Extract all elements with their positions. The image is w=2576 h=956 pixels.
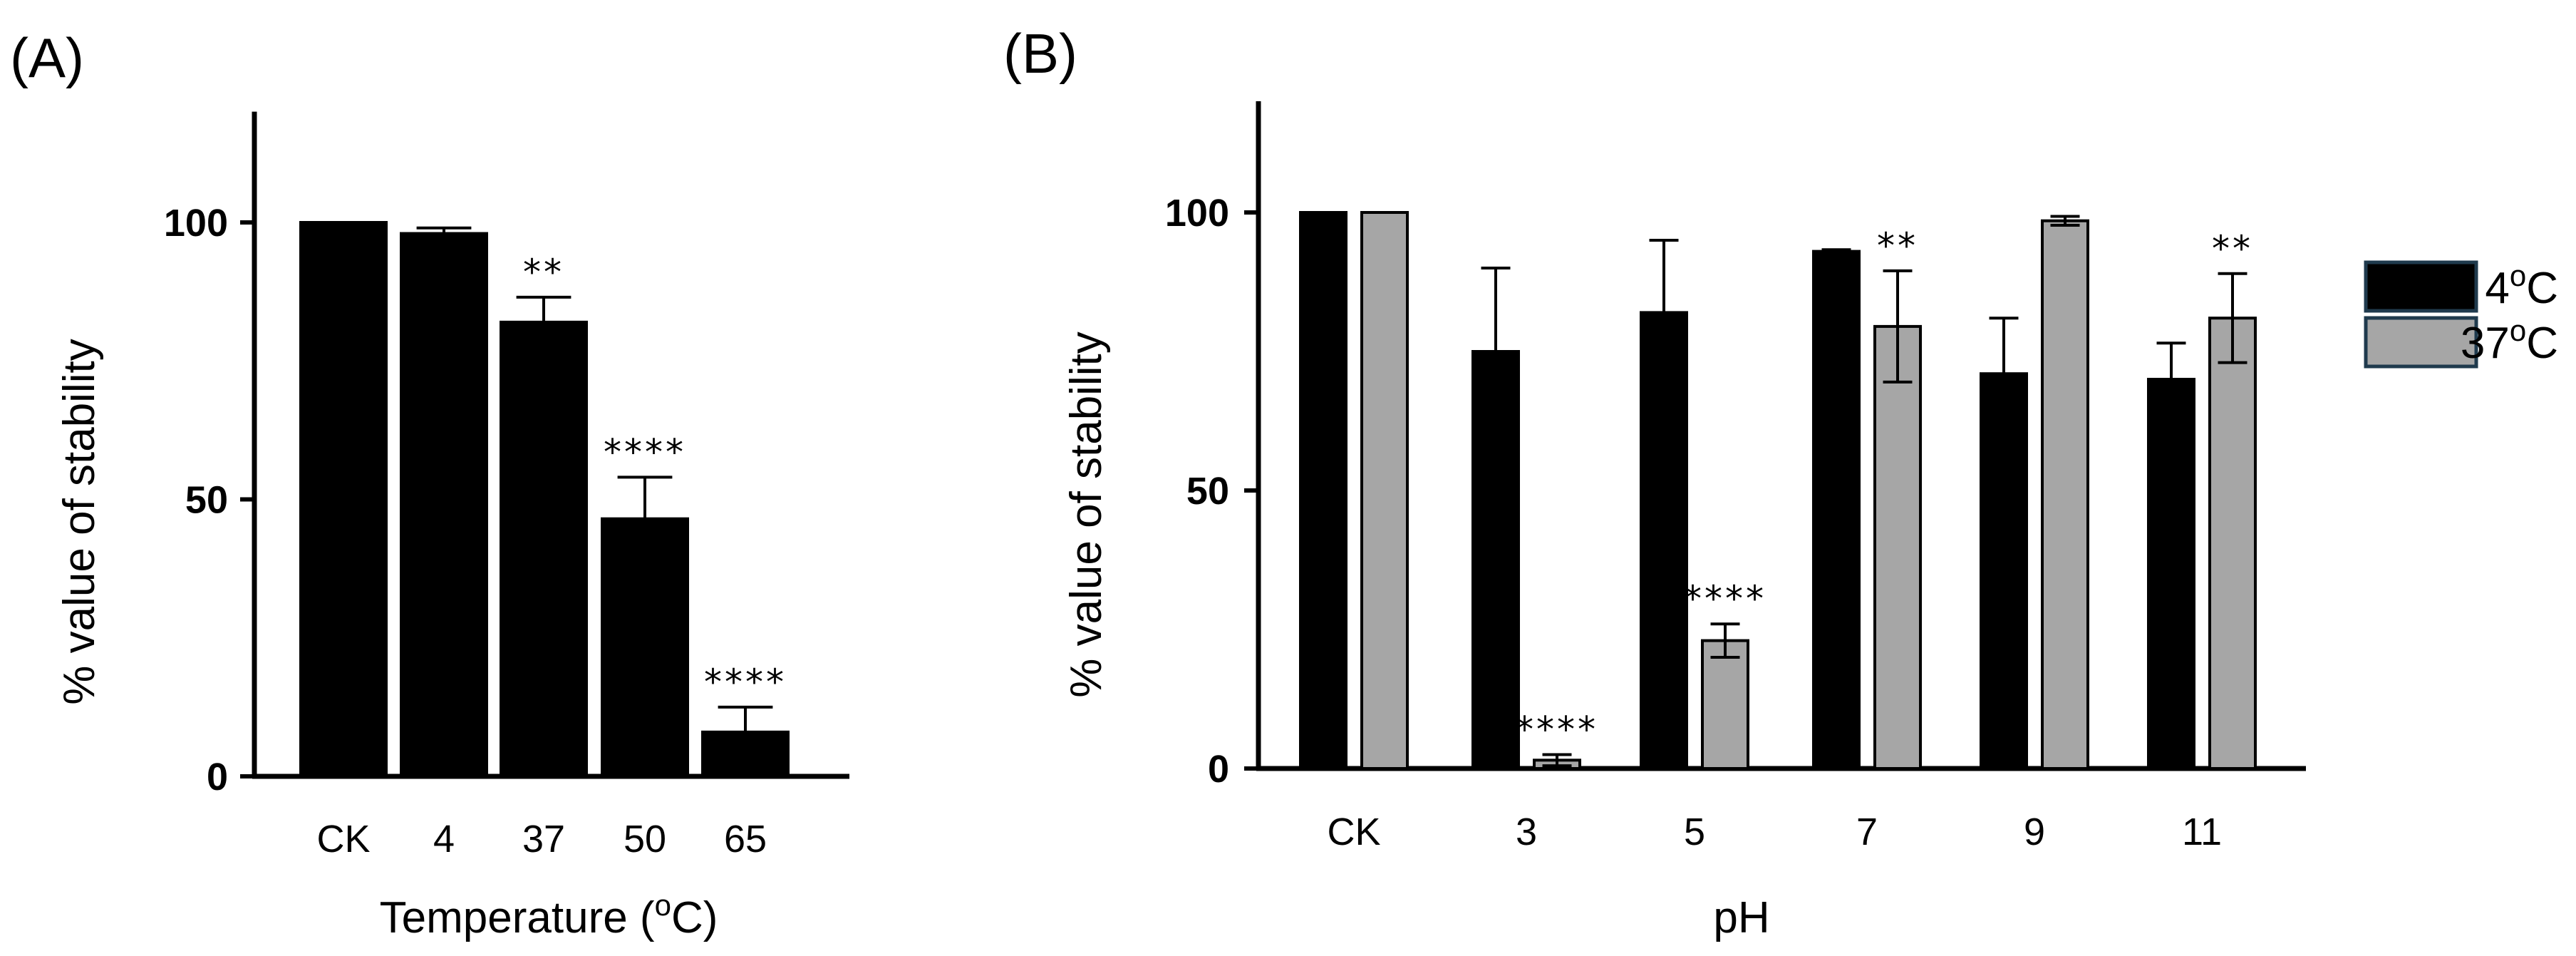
- panel-a-bar: [500, 320, 588, 778]
- panel-b-significance-label: ****: [1684, 578, 1767, 620]
- panel-a-error-bar: [617, 476, 673, 560]
- panel-b-x-tick-label: 11: [2182, 811, 2222, 853]
- panel-b-error-bar: [1989, 317, 2019, 431]
- panel-a-error-bar: [416, 226, 472, 240]
- panel-b-error-bar: [1649, 239, 1679, 386]
- panel-b-error-bar: [1481, 267, 1511, 436]
- panel-a-x-tick-label: 65: [724, 818, 767, 860]
- panel-b-bar: [1980, 372, 2028, 770]
- panel-b-error-bar: [1710, 622, 1740, 659]
- panel-b-x-tick-label: 7: [1856, 811, 1878, 853]
- panel-a-significance-label: ****: [704, 662, 787, 703]
- panel-b-error-bar: [2050, 215, 2080, 227]
- panel-b-label: (B): [1003, 22, 1077, 85]
- panel-b-bar: [1701, 639, 1749, 770]
- panel-b-error-bar: [2156, 341, 2186, 417]
- panel-b-bar: [1299, 211, 1348, 770]
- panel-b-bar: [2147, 378, 2195, 770]
- panel-a-bar: [400, 232, 488, 778]
- panel-b-significance-label: ****: [1516, 709, 1598, 751]
- panel-a-x-tick-label: 50: [624, 818, 666, 860]
- panel-b-y-tick-label: 50: [1186, 470, 1229, 513]
- panel-b-bar: [1873, 324, 1922, 770]
- panel-b-bar: [1360, 211, 1409, 770]
- panel-b-y-tick-label: 0: [1208, 748, 1229, 791]
- panel-b-plot: 0 50 100 CK 3 **** 5 **** 7 ** 9 11 **: [1165, 101, 2306, 853]
- panel-a-label: (A): [10, 26, 84, 89]
- panel-a-xlabel: Temperature (oC): [380, 888, 718, 942]
- panel-b-error-bar: [1883, 269, 1913, 384]
- legend-label-37c: 37oC: [2461, 314, 2558, 368]
- panel-b-xlabel: pH: [1713, 893, 1769, 942]
- panel-a-plot: 0 50 100 CK 4 37 ** 50 **** 65 ****: [164, 111, 849, 860]
- panel-a-significance-label: ****: [604, 431, 686, 473]
- panel-b-bar: [1640, 311, 1688, 770]
- panel-b-bar: [2041, 219, 2089, 770]
- legend-label-4c: 4oC: [2485, 259, 2558, 313]
- legend-swatch-37c: [2364, 316, 2478, 369]
- panel-a-significance-label: **: [523, 252, 564, 293]
- panel-b-error-bar: [1542, 753, 1572, 768]
- panel-b-x-tick-label: CK: [1327, 811, 1380, 853]
- panel-b-y-tick-label: 100: [1165, 192, 1229, 235]
- panel-b-significance-label: **: [1877, 225, 1918, 267]
- legend: 4oC 37oC: [2364, 259, 2558, 369]
- panel-b-x-tick-label: 3: [1516, 811, 1537, 853]
- panel-a-error-bar: [516, 295, 571, 347]
- panel-b-x-tick-label: 5: [1684, 811, 1705, 853]
- panel-b-significance-label: **: [2212, 228, 2253, 269]
- legend-swatch-4c: [2364, 260, 2478, 313]
- panel-b-x-tick-label: 9: [2024, 811, 2045, 853]
- panel-a: (A) % value of stability Temperature (oC…: [10, 26, 849, 942]
- panel-b-bar: [2208, 317, 2257, 770]
- panel-b-error-bar: [2218, 272, 2247, 364]
- panel-b-ylabel: % value of stability: [1062, 331, 1111, 697]
- panel-b-error-bar: [1821, 248, 1851, 255]
- panel-b-bar: [1812, 250, 1861, 771]
- panel-a-error-bar: [718, 705, 773, 757]
- panel-a-ylabel: % value of stability: [55, 339, 104, 704]
- panel-a-y-tick-label: 0: [207, 756, 228, 798]
- panel-a-bar: [299, 221, 388, 778]
- panel-a-x-tick-label: CK: [316, 818, 370, 860]
- panel-a-y-tick-label: 50: [185, 479, 228, 522]
- panel-a-x-tick-label: 37: [522, 818, 565, 860]
- panel-a-y-tick-label: 100: [164, 202, 228, 245]
- panel-a-x-tick-label: 4: [433, 818, 455, 860]
